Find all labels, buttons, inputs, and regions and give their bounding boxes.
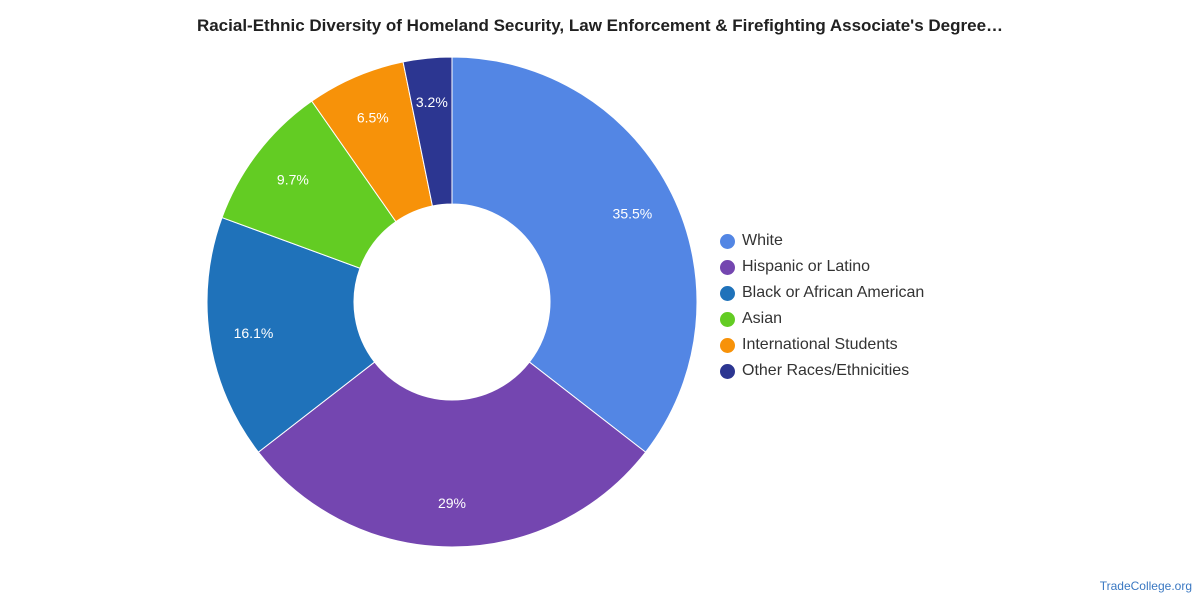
legend-swatch-icon xyxy=(720,233,735,249)
legend-swatch-icon xyxy=(720,337,735,353)
slice-hispanic-or-latino[interactable] xyxy=(257,361,647,548)
slice-value-label-black-or-african-american: 16.1% xyxy=(234,325,274,341)
chart-title: Racial-Ethnic Diversity of Homeland Secu… xyxy=(196,16,1004,35)
legend-swatch-icon xyxy=(720,363,735,379)
legend-item-white[interactable]: White xyxy=(720,228,924,254)
donut-slices xyxy=(206,56,698,548)
legend-label: Asian xyxy=(742,310,783,327)
slice-value-label-hispanic-or-latino: 29% xyxy=(438,495,466,511)
slice-other-races-ethnicities[interactable] xyxy=(402,56,453,207)
slice-value-label-international-students: 6.5% xyxy=(357,109,389,125)
legend-item-black-or-african-american[interactable]: Black or African American xyxy=(720,280,924,306)
legend-swatch-icon xyxy=(720,311,735,327)
legend-label: Black or African American xyxy=(742,284,925,301)
donut-slice-labels: 35.5% 29% 16.1% 9.7% 6.5% 3.2% xyxy=(234,94,653,511)
slice-black-or-african-american[interactable] xyxy=(206,216,376,453)
legend-item-asian[interactable]: Asian xyxy=(720,306,924,332)
legend-label: Other Races/Ethnicities xyxy=(742,362,910,379)
legend-swatch-icon xyxy=(720,285,735,301)
legend-label: Hispanic or Latino xyxy=(742,258,871,275)
legend-item-international-students[interactable]: International Students xyxy=(720,332,924,358)
legend-label: White xyxy=(742,232,783,249)
legend-swatch-icon xyxy=(720,259,735,275)
source-credit[interactable]: TradeCollege.org xyxy=(1099,579,1192,593)
chart-legend: White Hispanic or Latino Black or African … xyxy=(720,228,924,384)
legend-item-other-races-ethnicities[interactable]: Other Races/Ethnicities xyxy=(720,358,924,384)
legend-label: International Students xyxy=(742,336,898,353)
slice-value-label-other-races-ethnicities: 3.2% xyxy=(416,94,448,110)
legend-item-hispanic-or-latino[interactable]: Hispanic or Latino xyxy=(720,254,924,280)
slice-value-label-asian: 9.7% xyxy=(277,171,309,187)
slice-value-label-white: 35.5% xyxy=(613,206,653,222)
slice-white[interactable] xyxy=(451,56,698,453)
